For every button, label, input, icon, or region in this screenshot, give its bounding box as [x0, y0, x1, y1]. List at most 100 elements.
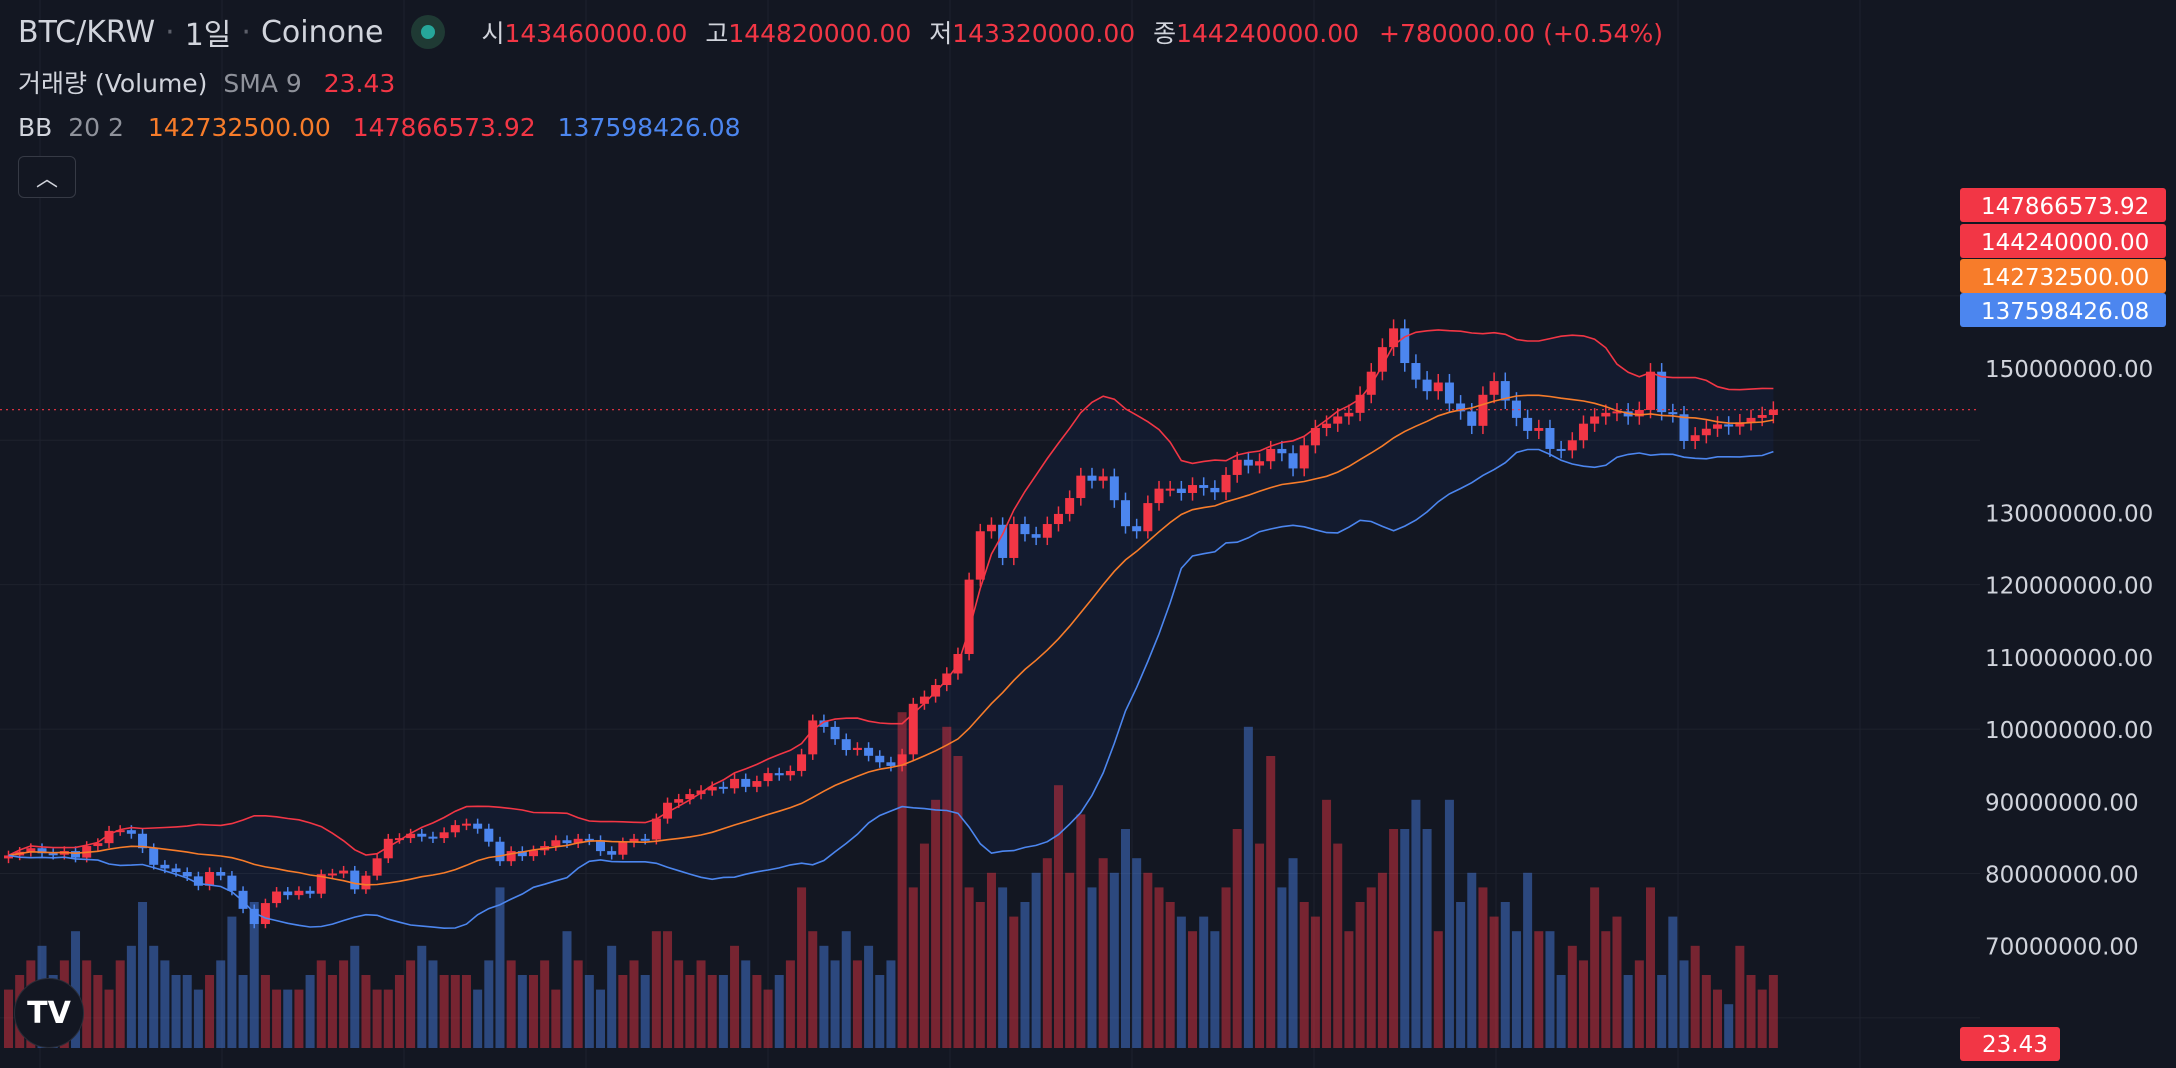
volume-bar: [138, 902, 148, 1048]
candle: [1500, 372, 1510, 409]
volume-bar: [1009, 916, 1019, 1048]
volume-label-bg: [1960, 1027, 2060, 1061]
interval-label[interactable]: 1일: [184, 18, 232, 53]
volume-bar: [774, 975, 784, 1048]
candle-body: [1612, 411, 1622, 414]
volume-bar: [93, 975, 103, 1048]
collapse-legend-button[interactable]: ︿: [18, 156, 76, 198]
candle: [238, 886, 248, 914]
volume-bar: [1701, 975, 1711, 1048]
candle: [875, 750, 885, 768]
candle-body: [819, 720, 829, 727]
volume-bar: [1545, 931, 1555, 1048]
symbol-name[interactable]: BTC/KRW: [18, 14, 156, 50]
candle: [249, 904, 259, 929]
price-label: 144240000.00: [1960, 224, 2166, 258]
tradingview-logo-icon[interactable]: TV: [14, 978, 84, 1048]
candle: [1065, 490, 1075, 522]
candle: [1556, 440, 1566, 459]
separator-dot: ·: [165, 14, 175, 50]
volume-bar: [160, 960, 170, 1048]
volume-bar: [629, 960, 639, 1048]
candle-body: [1534, 428, 1544, 431]
volume-bar: [484, 960, 494, 1048]
volume-bar: [1377, 872, 1387, 1048]
chart-grid: [0, 0, 1980, 1068]
volume-bar: [1746, 975, 1756, 1048]
candle-body: [272, 891, 282, 904]
candle: [864, 742, 874, 762]
price-label-bg: [1960, 293, 2166, 327]
candle: [1523, 409, 1533, 440]
candle-body: [138, 833, 148, 849]
candle-body: [1109, 476, 1119, 501]
volume-bar: [1210, 931, 1220, 1048]
candle-body: [830, 726, 840, 740]
candle-body: [484, 828, 494, 842]
candle: [417, 828, 427, 842]
candle-body: [1724, 424, 1734, 427]
separator-dot: ·: [241, 14, 251, 50]
candle-body: [1389, 328, 1399, 348]
candle-body: [841, 739, 851, 751]
candle: [1109, 468, 1119, 508]
candle-body: [1590, 416, 1600, 424]
candle: [506, 846, 516, 866]
volume-bar: [115, 960, 125, 1048]
candle-body: [964, 579, 974, 654]
price-label: 142732500.00: [1960, 259, 2166, 293]
candle-body: [685, 794, 695, 800]
volume-bar: [1422, 829, 1432, 1048]
price-axis[interactable]: 160000000.00150000000.00130000000.001200…: [1960, 188, 2166, 1061]
volume-bar: [1087, 887, 1097, 1048]
candle-body: [249, 908, 259, 925]
candle-body: [663, 802, 673, 819]
volume-bar: [350, 945, 360, 1048]
volume-bar: [1411, 799, 1421, 1048]
candle: [629, 833, 639, 848]
candle: [461, 818, 471, 831]
candle-body: [37, 848, 47, 854]
candle-body: [316, 874, 326, 894]
volume-bar: [674, 960, 684, 1048]
candle-body: [998, 524, 1008, 558]
candle: [1322, 415, 1332, 437]
candle-body: [104, 830, 114, 844]
price-label-text: 142732500.00: [1981, 265, 2149, 291]
candle: [372, 853, 382, 881]
candle: [383, 833, 393, 864]
candle: [1724, 416, 1734, 435]
candle: [1757, 406, 1767, 427]
candle-body: [1422, 379, 1432, 392]
volume-bar: [852, 960, 862, 1048]
candle-body: [1645, 371, 1655, 410]
volume-bar: [495, 887, 505, 1048]
volume-bar: [4, 989, 13, 1048]
candle: [1020, 516, 1030, 542]
candle-body: [1433, 382, 1443, 392]
volume-bar: [830, 960, 840, 1048]
candle-body: [919, 696, 929, 704]
candle: [1009, 516, 1019, 566]
price-label-text: 147866573.92: [1981, 194, 2149, 220]
market-status-icon[interactable]: [411, 15, 446, 49]
volume-bar: [897, 712, 907, 1048]
volume-bar: [249, 902, 259, 1048]
volume-legend[interactable]: 거래량 (Volume) SMA 9 23.43: [18, 64, 395, 100]
candle-body: [1210, 487, 1220, 493]
candle: [919, 690, 929, 710]
volume-bar: [1478, 887, 1488, 1048]
volume-bar: [1623, 975, 1633, 1048]
volume-bar: [1523, 872, 1533, 1048]
candle: [1657, 363, 1667, 421]
volume-bar: [1109, 872, 1119, 1048]
candle: [763, 767, 773, 787]
candle-body: [908, 703, 918, 755]
volume-bar: [506, 960, 516, 1048]
bb-legend[interactable]: BB 20 2 142732500.00 147866573.92 137598…: [18, 113, 741, 142]
volume-bar: [205, 975, 215, 1048]
volume-bar: [1266, 756, 1276, 1048]
price-label-text: 144240000.00: [1981, 230, 2149, 256]
candle-body: [205, 872, 215, 886]
